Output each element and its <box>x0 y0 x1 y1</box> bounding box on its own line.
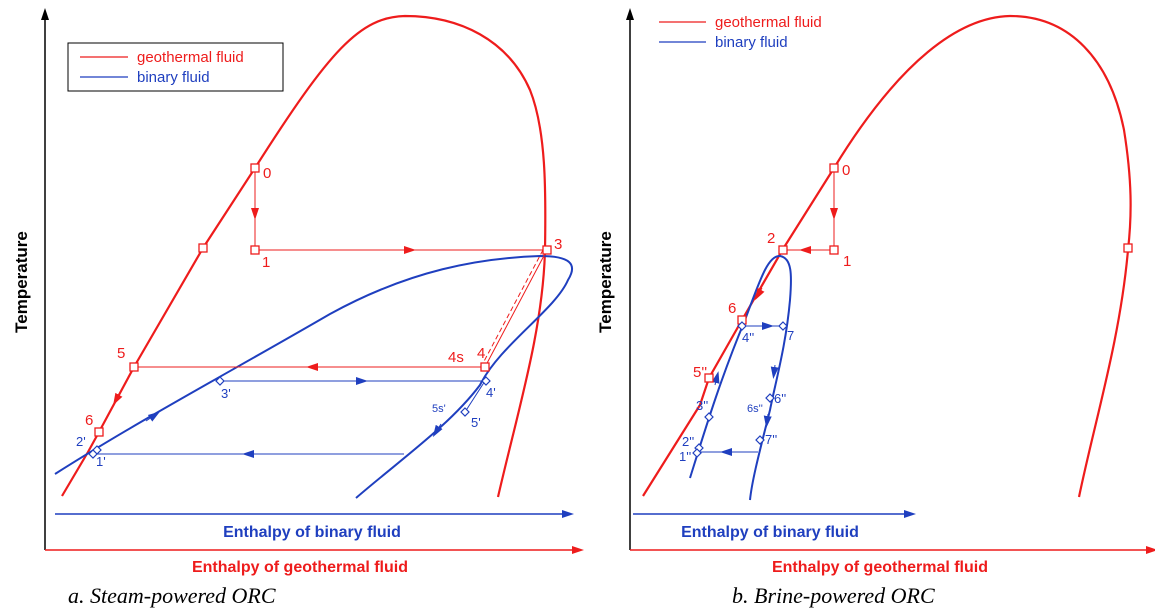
label-7pp-b: 7'' <box>765 432 777 447</box>
point-4p-marker-a <box>481 376 491 386</box>
label-1-b: 1 <box>843 253 851 270</box>
point-5pp-marker-b <box>778 321 788 331</box>
label-1-a: 1 <box>262 254 270 271</box>
arrow-2-6-b <box>755 287 765 301</box>
label-3p-a: 3' <box>221 386 231 401</box>
legend-b: geothermal fluid binary fluid <box>659 14 822 51</box>
point-0-marker-b <box>829 163 839 173</box>
label-4-a: 4 <box>477 345 485 362</box>
label-3pp-b: 3'' <box>696 398 708 413</box>
label-6spp-b: 6s'' <box>747 403 763 415</box>
x-axis-label-geothermal-b: Enthalpy of geothermal fluid <box>772 559 988 576</box>
dome-marker-b <box>1123 243 1133 253</box>
point-7pp-marker-b <box>755 435 765 445</box>
point-1pp-marker-b <box>692 448 702 458</box>
label-5-a: 5 <box>117 345 125 362</box>
binary-saturation-dome-a <box>54 254 574 499</box>
point-3p-marker-a <box>215 376 225 386</box>
legend-geothermal-b: geothermal fluid <box>715 14 822 31</box>
process-3-4s-a <box>480 249 544 368</box>
x-axis-label-geothermal-a: Enthalpy of geothermal fluid <box>192 559 408 576</box>
label-0-a: 0 <box>263 165 271 182</box>
label-6-b: 6 <box>728 300 736 317</box>
label-1pp-b: 1'' <box>679 449 691 464</box>
label-2p-a: 2' <box>76 434 86 449</box>
point-6-marker-a <box>94 427 104 437</box>
point-0-marker-a <box>250 163 260 173</box>
label-5p-a: 5' <box>471 415 481 430</box>
arrow-4p-5p-a <box>432 423 443 438</box>
legend-geothermal-a: geothermal fluid <box>137 49 244 66</box>
arrow-2pp-3pp-b <box>711 371 720 386</box>
point-4-marker-a <box>480 362 490 372</box>
y-axis-label-a: Temperature <box>12 231 31 333</box>
point-2-marker-b <box>778 245 788 255</box>
point-1p-marker-a <box>88 449 98 459</box>
label-7-b: 5'' <box>693 364 707 381</box>
y-axis-label-b: Temperature <box>596 231 615 333</box>
label-6pp-b: 6'' <box>774 391 786 406</box>
panel-b: Temperature Enthalpy of binary fluid Ent… <box>596 8 1155 608</box>
legend-a: geothermal fluid binary fluid <box>67 42 284 92</box>
label-2-b: 2 <box>767 230 775 247</box>
label-4pp-b: 4'' <box>742 330 754 345</box>
label-1p-a: 1' <box>96 454 106 469</box>
point-5-marker-a <box>129 362 139 372</box>
point-3pp-marker-b <box>704 412 714 422</box>
arrow-6pp-7pp-b <box>763 413 772 428</box>
point-4pp-marker-b <box>737 321 747 331</box>
geothermal-saturation-dome-a <box>61 14 547 498</box>
arrow-2p-3p-a <box>145 411 160 422</box>
legend-binary-a: binary fluid <box>137 69 210 86</box>
label-5pp-b: 7 <box>787 328 794 343</box>
arrow-5pp-6pp-b <box>770 364 779 379</box>
point-7-marker-b <box>704 373 714 383</box>
label-3-a: 3 <box>554 236 562 253</box>
x-axis-label-binary-b: Enthalpy of binary fluid <box>681 524 859 541</box>
point-1-marker-a <box>250 245 260 255</box>
point-5p-marker-a <box>460 407 470 417</box>
label-0-b: 0 <box>842 162 850 179</box>
geothermal-saturation-dome-b <box>642 14 1132 498</box>
process-4p-5p-a <box>464 380 486 413</box>
label-5sp-a: 5s' <box>432 403 446 415</box>
arrow-5-6-a <box>113 390 123 406</box>
panel-a: Temperature Enthalpy of binary fluid Ent… <box>12 8 584 608</box>
process-3-4-a <box>484 249 548 368</box>
label-4s-a: 4s <box>448 349 464 366</box>
label-6-a: 6 <box>85 412 93 429</box>
point-3-marker-a <box>542 245 552 255</box>
point-1-marker-b <box>829 245 839 255</box>
dome-marker-a <box>198 243 208 253</box>
label-4p-a: 4' <box>486 385 496 400</box>
caption-a: a. Steam-powered ORC <box>68 583 276 608</box>
caption-b: b. Brine-powered ORC <box>732 583 935 608</box>
point-6pp-marker-b <box>765 393 775 403</box>
x-axis-label-binary-a: Enthalpy of binary fluid <box>223 524 401 541</box>
label-2pp-b: 2'' <box>682 434 694 449</box>
legend-binary-b: binary fluid <box>715 34 788 51</box>
